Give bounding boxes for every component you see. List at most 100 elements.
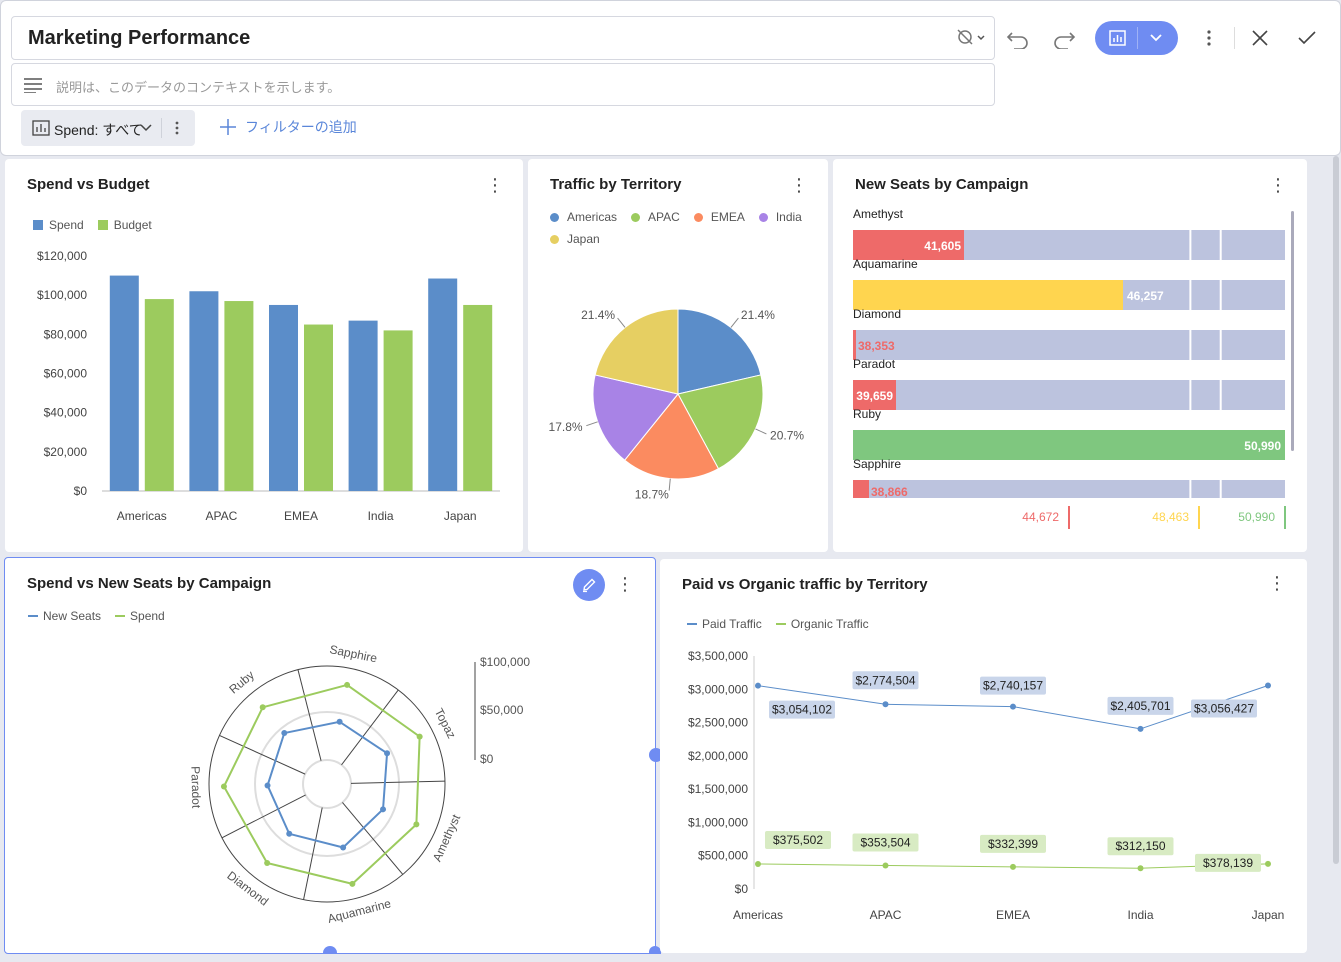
card-traffic-by-territory[interactable]: Traffic by Territory ⋮ Americas APAC EMEA I…: [528, 159, 828, 552]
pie-slice-japan: [594, 308, 679, 395]
legend-item-spend[interactable]: Spend: [33, 218, 84, 232]
redo-icon[interactable]: [1050, 26, 1078, 52]
legend-swatch: [28, 615, 38, 617]
legend-label: New Seats: [43, 609, 102, 623]
legend-item-paid[interactable]: Paid Traffic: [687, 617, 762, 631]
card-spend-vs-budget[interactable]: Spend vs Budget ⋮ Spend Budget $0 $20,000…: [5, 159, 523, 552]
theme-icon[interactable]: [952, 26, 988, 50]
edit-button[interactable]: [573, 569, 605, 601]
line-point: [882, 862, 889, 869]
legend-swatch: [775, 623, 786, 625]
radar-point: [286, 830, 293, 837]
legend-item-japan[interactable]: Japan: [550, 232, 600, 246]
resize-handle[interactable]: [649, 946, 661, 954]
legend-swatch: [693, 213, 703, 222]
legend-swatch: [550, 235, 559, 244]
legend-item-americas[interactable]: Americas: [550, 210, 617, 224]
data-label: $375,502: [773, 833, 823, 847]
radar-spoke: [350, 780, 445, 784]
radar-point: [340, 844, 347, 851]
radar-category-label: Amethyst: [430, 812, 464, 864]
card-more-icon[interactable]: ⋮: [1269, 175, 1287, 195]
bar-spend-india: [348, 320, 378, 491]
pie-value-label: 21.4%: [741, 308, 775, 322]
radar-spoke: [342, 802, 404, 875]
undo-icon[interactable]: [1004, 26, 1032, 52]
bullet-range-bg: [853, 380, 1285, 410]
data-label: $3,056,427: [1194, 702, 1254, 716]
band-label: 48,463: [1152, 510, 1189, 524]
card-new-seats-by-campaign[interactable]: New Seats by Campaign ⋮ Amethyst 41,605 Aq…: [833, 159, 1307, 552]
bullet-value-label: 46,257: [1127, 289, 1164, 303]
chevron-down-icon[interactable]: [1145, 29, 1167, 47]
description-field[interactable]: 説明は、このデータのコンテキストを示します。: [11, 63, 995, 106]
title-field[interactable]: Marketing Performance: [11, 16, 995, 60]
pie-value-label: 18.7%: [635, 488, 669, 502]
card-more-icon[interactable]: ⋮: [486, 175, 504, 195]
bullet-value-label: 39,659: [856, 389, 893, 403]
legend-swatch: [97, 220, 108, 230]
filter-more-icon[interactable]: [169, 120, 185, 136]
y-tick-label: $1,500,000: [688, 782, 748, 796]
chevron-down-icon[interactable]: [139, 122, 153, 134]
bar-budget-emea: [304, 324, 333, 491]
y-tick-label: $2,500,000: [688, 716, 748, 730]
card-scrollbar[interactable]: [1291, 211, 1294, 451]
radar-point: [220, 783, 227, 790]
legend-item-emea[interactable]: EMEA: [693, 210, 745, 224]
bullet-value-bar-amethyst: [853, 230, 964, 260]
legend-item-organic[interactable]: Organic Traffic: [775, 617, 869, 631]
bar-budget-india: [383, 330, 413, 491]
legend-swatch: [631, 213, 641, 222]
radar-category-label: Aquamarine: [326, 896, 392, 926]
card-spend-vs-new-seats[interactable]: Spend vs New Seats by Campaign ⋮ New Sea…: [4, 557, 663, 954]
radar-point: [416, 733, 423, 740]
legend-item-spend[interactable]: Spend: [115, 609, 165, 623]
card-more-icon[interactable]: ⋮: [616, 574, 634, 594]
radar-scale-label: $50,000: [480, 703, 524, 717]
check-icon[interactable]: [1295, 26, 1319, 50]
line-point: [1265, 860, 1271, 867]
dashboard-title[interactable]: Marketing Performance: [28, 27, 251, 49]
legend-swatch: [115, 615, 126, 617]
resize-handle[interactable]: [649, 748, 663, 762]
radar-point: [264, 782, 271, 789]
bar-budget-americas: [144, 299, 174, 491]
band-label: 50,990: [1238, 510, 1275, 524]
card-more-icon[interactable]: ⋮: [790, 175, 808, 195]
close-icon[interactable]: [1249, 26, 1271, 50]
legend-item-apac[interactable]: APAC: [631, 210, 680, 224]
card-more-icon[interactable]: ⋮: [1268, 573, 1286, 593]
add-filter-button[interactable]: フィルターの追加: [219, 117, 357, 137]
bullet-value-label: 50,990: [1244, 439, 1281, 453]
x-tick-label: India: [1127, 908, 1153, 922]
filter-chip-spend[interactable]: Spend: すべて: [21, 110, 195, 146]
card-title: New Seats by Campaign: [855, 176, 1029, 193]
bullet-value-label: 38,866: [871, 485, 908, 499]
data-label-bg: [769, 700, 835, 719]
page-scrollbar[interactable]: [1333, 156, 1339, 864]
category-label: Amethyst: [853, 207, 904, 221]
visualization-button[interactable]: [1095, 21, 1178, 55]
bullet-value-bar-aquamarine: [853, 280, 1123, 310]
card-title: Spend vs New Seats by Campaign: [27, 575, 272, 592]
card-paid-vs-organic[interactable]: Paid vs Organic traffic by Territory ⋮ P…: [660, 559, 1307, 953]
dashboard-header: Marketing Performance 説明は、このデータのコンテキストを示…: [0, 0, 1341, 156]
resize-handle[interactable]: [323, 946, 337, 954]
legend-label: Americas: [567, 210, 618, 224]
legend-item-new-seats[interactable]: New Seats: [28, 609, 101, 623]
legend-label: Japan: [567, 232, 600, 246]
y-tick-label: $3,500,000: [688, 649, 748, 663]
radar-spoke: [341, 689, 399, 766]
divider: [1234, 27, 1235, 49]
data-label: $2,774,504: [855, 673, 915, 687]
radar-point: [380, 806, 387, 813]
data-label-bg: [1195, 853, 1261, 872]
more-icon[interactable]: [1199, 26, 1219, 50]
pie-slice-emea: [623, 393, 720, 480]
bar-spend-japan: [428, 278, 458, 491]
legend-item-budget[interactable]: Budget: [97, 218, 152, 232]
legend-item-india[interactable]: India: [758, 210, 802, 224]
radar-point: [259, 704, 266, 711]
pie-value-label: 21.4%: [581, 308, 615, 322]
